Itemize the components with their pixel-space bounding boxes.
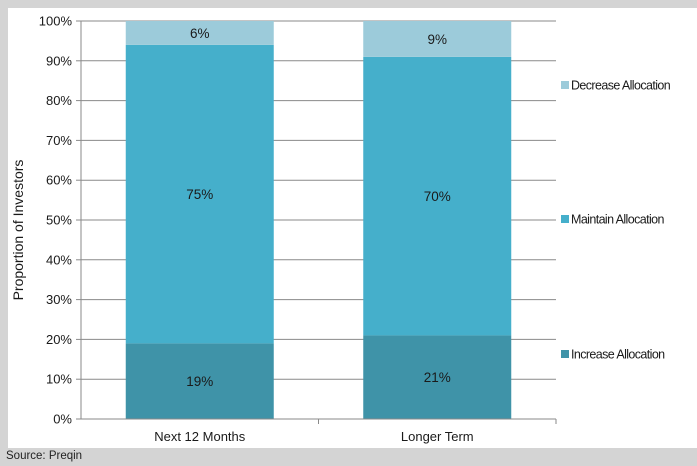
- bar-segment: [363, 335, 512, 419]
- bar-segment: [125, 21, 274, 45]
- bar-segment: [125, 44, 274, 344]
- y-tick-label: 40%: [46, 252, 72, 267]
- y-tick-label: 70%: [46, 133, 72, 148]
- data-label: 9%: [427, 32, 447, 47]
- data-label: 75%: [186, 187, 213, 202]
- y-tick-label: 100%: [39, 14, 73, 29]
- bar-segment: [125, 343, 274, 419]
- legend-label: Increase Allocation: [571, 348, 665, 362]
- legend-label: Maintain Allocation: [571, 213, 664, 227]
- stacked-bar-chart: 0% 10% 20% 30% 40% 50% 60% 70% 80% 90% 100% Next 12…: [10, 14, 671, 445]
- y-axis-title: Proportion of Investors: [10, 160, 26, 301]
- legend-swatch: [561, 215, 569, 223]
- y-tick-label: 10%: [46, 372, 72, 387]
- chart-panel: 0% 10% 20% 30% 40% 50% 60% 70% 80% 90% 100% Next 12…: [8, 8, 697, 448]
- bar-segment: [363, 56, 512, 336]
- y-tick-label: 50%: [46, 213, 72, 228]
- data-label: 70%: [424, 189, 451, 204]
- legend-swatch: [561, 350, 569, 358]
- data-label: 21%: [424, 370, 451, 385]
- bar-segment: [363, 21, 512, 57]
- source-note: Source: Preqin: [6, 450, 83, 462]
- legend-label: Decrease Allocation: [571, 79, 671, 93]
- data-label: 19%: [186, 374, 213, 389]
- x-tick-label: Next 12 Months: [154, 429, 246, 444]
- y-tick-label: 80%: [46, 93, 72, 108]
- y-tick-label: 20%: [46, 332, 72, 347]
- data-label: 6%: [190, 26, 210, 41]
- y-tick-label: 0%: [53, 412, 72, 427]
- legend-swatch: [561, 81, 569, 89]
- y-tick-label: 90%: [46, 53, 72, 68]
- y-tick-label: 60%: [46, 173, 72, 188]
- x-tick-label: Longer Term: [401, 429, 474, 444]
- y-tick-label: 30%: [46, 292, 72, 307]
